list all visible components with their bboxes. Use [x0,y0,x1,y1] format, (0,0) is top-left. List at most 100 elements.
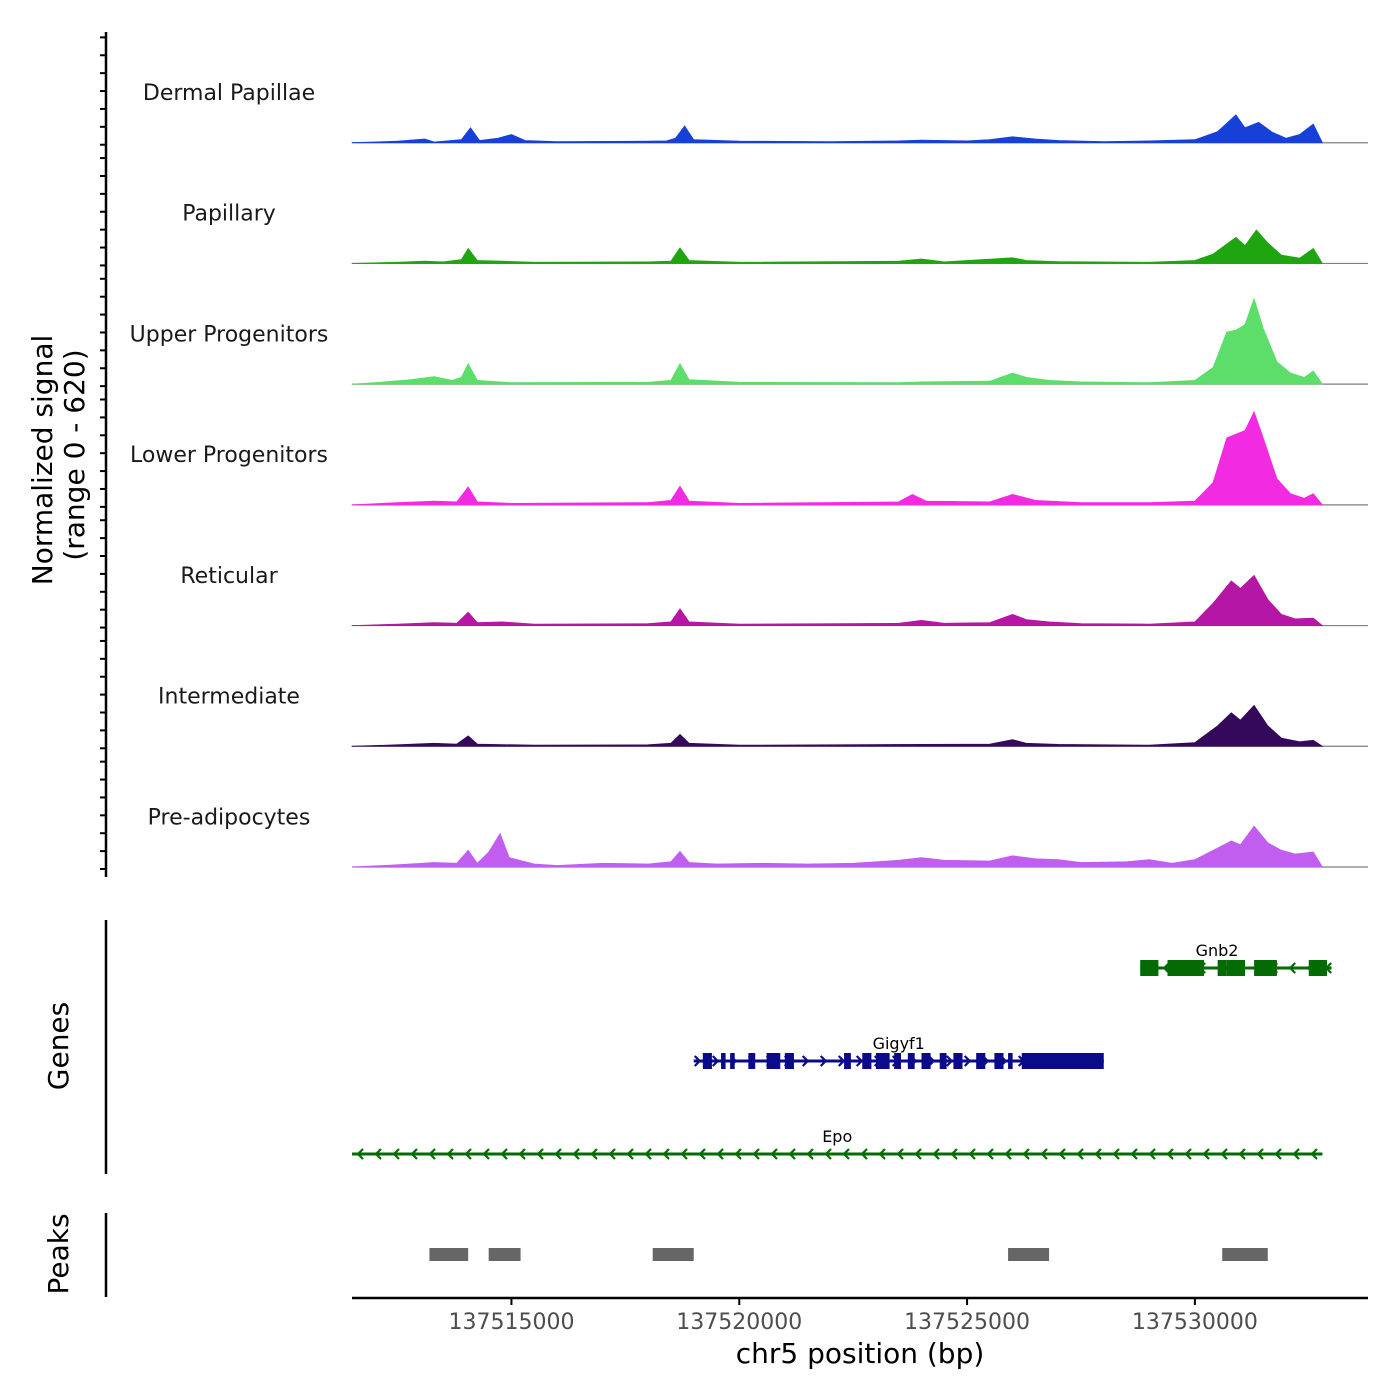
exon [784,1053,794,1069]
strand-arrow [1310,1148,1318,1160]
strand-arrow [1184,1148,1192,1160]
coverage-track-lower-progenitors [351,410,1368,507]
strand-arrow [590,1148,598,1160]
exon [939,1053,947,1069]
coverage-area [351,825,1324,868]
peak-region [488,1248,521,1261]
exon [862,1053,872,1069]
coverage-track-papillary [351,229,1368,265]
x-axis-tick-label: 137530000 [1132,1310,1258,1335]
strand-arrow [806,1148,814,1160]
exon [730,1053,735,1069]
track-label: Reticular [180,564,278,589]
strand-arrow [1076,1148,1084,1160]
coverage-area [351,574,1323,627]
x-axis-tick-label: 137520000 [676,1310,802,1335]
gene-gigyf1: Gigyf1 [693,1034,1104,1069]
strand-arrow [932,1148,940,1160]
strand-arrow [662,1148,670,1160]
exon [1140,960,1159,976]
coverage-area [351,229,1323,264]
strand-arrow [644,1148,652,1160]
strand-arrow [752,1148,760,1160]
strand-arrow [824,1148,832,1160]
peak-region [1222,1248,1268,1261]
strand-arrow [734,1148,742,1160]
strand-arrow [572,1148,580,1160]
genes-panel-title: Genes [42,1002,75,1090]
x-axis-tick-label: 137525000 [904,1310,1030,1335]
strand-arrow [896,1148,904,1160]
strand-arrow [1256,1148,1264,1160]
exon [721,1053,726,1069]
coverage-track-intermediate [351,704,1368,748]
peak-region [429,1248,469,1261]
strand-arrow [963,1055,972,1067]
strand-arrow [878,1148,886,1160]
gene-label: Epo [822,1127,852,1146]
exon [748,1053,756,1069]
strand-arrow [1022,1148,1030,1160]
strand-arrow [1238,1148,1246,1160]
strand-arrow [680,1148,688,1160]
coverage-track-reticular [351,574,1368,627]
coverage-area [351,297,1323,385]
strand-arrow [1162,962,1170,974]
track-label: Upper Progenitors [130,322,329,347]
strand-arrow [1166,1148,1174,1160]
strand-arrow [392,1148,400,1160]
coverage-track-dermal-papillae [351,114,1368,144]
exon [907,1053,915,1069]
strand-arrow [801,1055,810,1067]
peaks-panel [104,1213,1268,1297]
coverage-y-axis-title-line1: Normalized signal [26,335,59,586]
track-label: Intermediate [158,685,300,710]
strand-arrow [356,1148,364,1160]
strand-arrow [914,1148,922,1160]
exon [1217,960,1227,976]
strand-arrow [428,1148,436,1160]
exon [1308,960,1327,976]
strand-arrow [986,1148,994,1160]
strand-arrow [446,1148,454,1160]
track-label: Dermal Papillae [143,81,315,106]
strand-arrow [1112,1148,1120,1160]
exon [766,1053,781,1069]
exon [894,1053,902,1069]
exon [702,1053,712,1069]
strand-arrow [518,1148,526,1160]
strand-arrow [788,1148,796,1160]
strand-arrow [1288,962,1296,974]
exon [1021,1053,1104,1069]
exon [1226,960,1245,976]
gene-label: Gnb2 [1196,941,1239,960]
x-axis-tick-label: 137515000 [448,1310,574,1335]
peaks-panel-title: Peaks [42,1213,75,1294]
coverage-area [351,704,1323,748]
strand-arrow [608,1148,616,1160]
peak-region [652,1248,694,1261]
coverage-track-pre-adipocytes [351,825,1368,868]
exon [976,1053,986,1069]
track-labels: Dermal Papillae Papillary Upper Progenitor… [130,81,329,830]
gene-epo: Epo [352,1127,1323,1160]
coverage-area [351,114,1323,144]
strand-arrow [536,1148,544,1160]
track-label: Papillary [182,202,276,227]
strand-arrow [693,1055,702,1067]
track-label: Lower Progenitors [130,443,328,468]
gene-label: Gigyf1 [873,1034,925,1053]
strand-arrow [837,1055,846,1067]
strand-arrow [554,1148,562,1160]
strand-arrow [374,1148,382,1160]
peak-region [1008,1248,1050,1261]
strand-arrow [1094,1148,1102,1160]
track-label: Pre-adipocytes [148,805,311,830]
strand-arrow [1004,1148,1012,1160]
strand-arrow [464,1148,472,1160]
strand-arrow [842,1148,850,1160]
exon [875,1053,890,1069]
strand-arrow [860,1148,868,1160]
strand-arrow [1040,1148,1048,1160]
